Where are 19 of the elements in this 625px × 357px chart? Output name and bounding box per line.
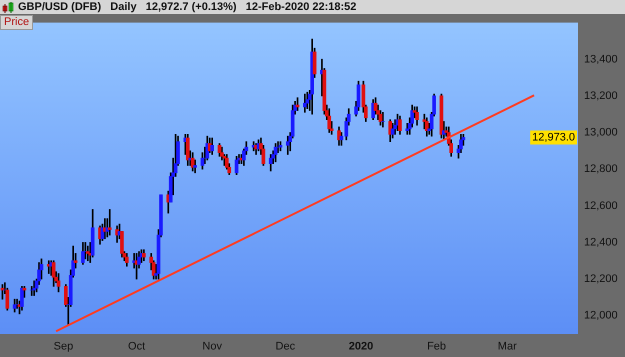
annotation: 12,973.0: [532, 131, 576, 144]
x-tick-label: 2020: [348, 340, 374, 353]
x-tick-label: Nov: [202, 340, 222, 353]
y-tick-label: 13,200: [584, 90, 618, 102]
x-tick-label: Feb: [427, 340, 446, 353]
y-tick-label: 12,000: [584, 310, 618, 322]
x-tick-label: Oct: [128, 340, 146, 353]
y-tick-label: 13,000: [584, 126, 618, 139]
y-tick-label: 12,600: [584, 200, 618, 212]
candlestick: [0, 284, 4, 300]
x-tick-label: Sep: [54, 340, 74, 353]
y-tick-label: 12,200: [584, 273, 618, 286]
x-tick-label: Mar: [498, 340, 518, 353]
x-tick-label: Dec: [276, 340, 296, 353]
y-tick-label: 12,800: [584, 163, 618, 176]
y-tick-label: 13,400: [584, 53, 618, 66]
chart-title: GBP/USD (DFB) Daily 12,972.7 (+0.13%) 12-Feb-2020 22:18:52: [18, 1, 356, 13]
y-tick-label: 12,400: [584, 236, 618, 248]
annotation: Price: [0, 15, 34, 30]
